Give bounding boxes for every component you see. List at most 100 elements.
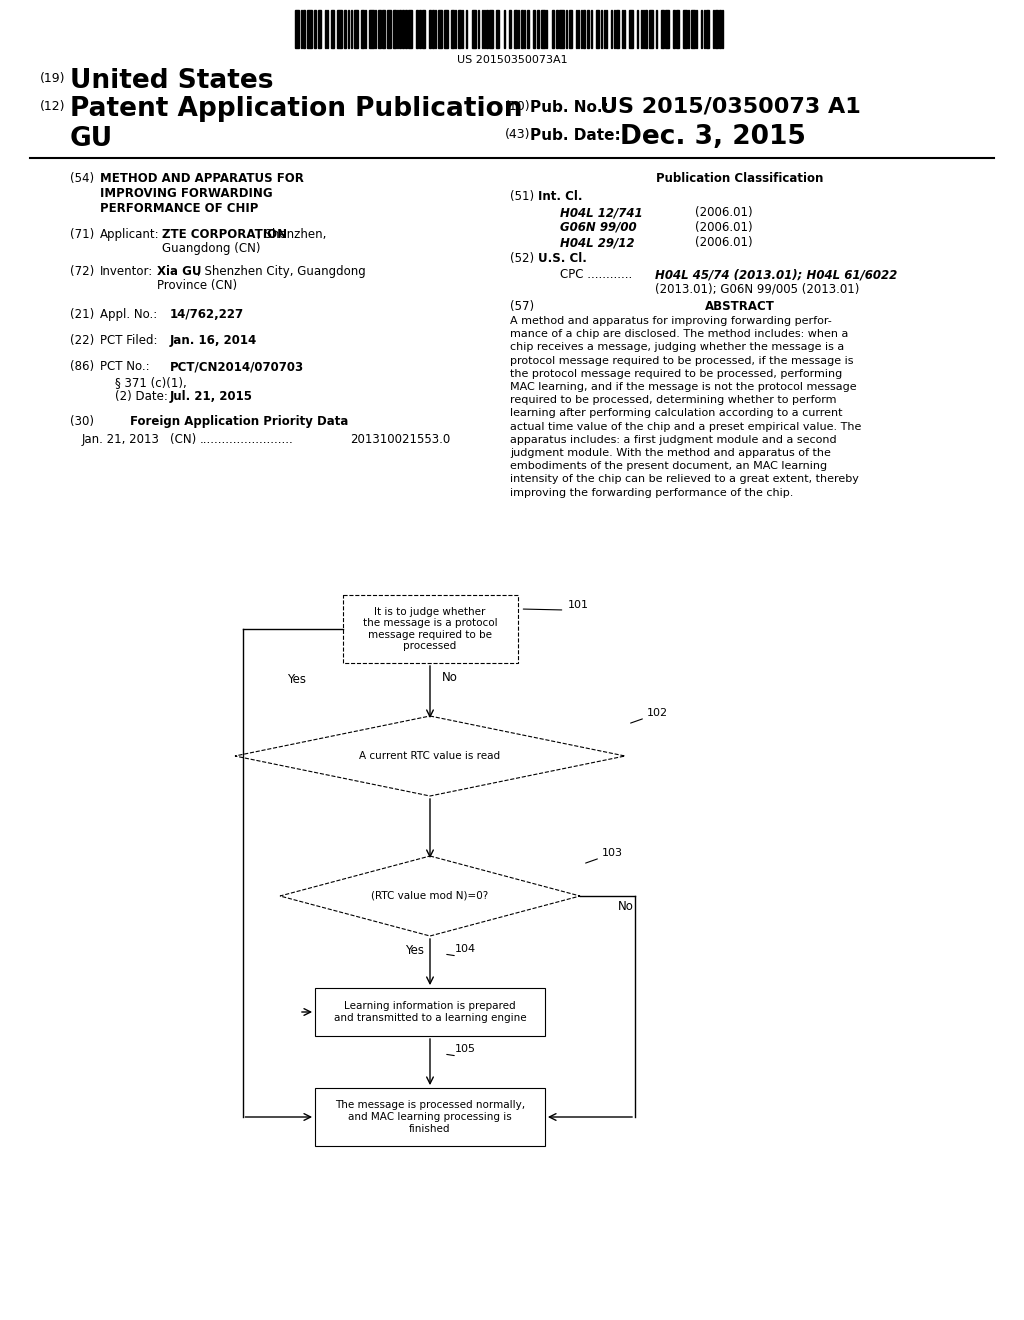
Bar bbox=[541, 11, 545, 48]
Bar bbox=[673, 11, 675, 48]
Text: (71): (71) bbox=[70, 228, 94, 242]
Text: (72): (72) bbox=[70, 265, 94, 279]
Text: Xia GU: Xia GU bbox=[157, 265, 202, 279]
Bar bbox=[596, 11, 599, 48]
Text: (2006.01): (2006.01) bbox=[695, 220, 753, 234]
Bar bbox=[301, 11, 302, 48]
Bar bbox=[637, 11, 638, 48]
Bar bbox=[401, 11, 403, 48]
Bar bbox=[630, 11, 633, 48]
Text: H04L 29/12: H04L 29/12 bbox=[560, 236, 635, 249]
Text: intensity of the chip can be relieved to a great extent, thereby: intensity of the chip can be relieved to… bbox=[510, 474, 859, 484]
Bar bbox=[462, 11, 463, 48]
Text: learning after performing calculation according to a current: learning after performing calculation ac… bbox=[510, 408, 843, 418]
Text: Pub. No.:: Pub. No.: bbox=[530, 100, 608, 115]
Text: (30): (30) bbox=[70, 414, 94, 428]
Bar bbox=[378, 11, 381, 48]
Bar bbox=[438, 11, 441, 48]
Text: (52): (52) bbox=[510, 252, 535, 265]
Bar bbox=[643, 11, 644, 48]
Text: Jul. 21, 2015: Jul. 21, 2015 bbox=[170, 389, 253, 403]
Text: Publication Classification: Publication Classification bbox=[656, 172, 823, 185]
Bar bbox=[435, 11, 436, 48]
Bar bbox=[478, 11, 479, 48]
Bar bbox=[496, 11, 500, 48]
Bar bbox=[420, 11, 421, 48]
Bar bbox=[504, 11, 505, 48]
Bar bbox=[604, 11, 605, 48]
Text: US 2015/0350073 A1: US 2015/0350073 A1 bbox=[600, 96, 861, 116]
Bar bbox=[614, 11, 615, 48]
Bar bbox=[455, 11, 456, 48]
Bar bbox=[700, 11, 701, 48]
Text: A current RTC value is read: A current RTC value is read bbox=[359, 751, 501, 762]
Text: CPC ............: CPC ............ bbox=[560, 268, 632, 281]
Text: METHOD AND APPARATUS FOR
IMPROVING FORWARDING
PERFORMANCE OF CHIP: METHOD AND APPARATUS FOR IMPROVING FORWA… bbox=[100, 172, 304, 215]
Bar bbox=[303, 11, 305, 48]
Bar bbox=[649, 11, 652, 48]
Text: (22): (22) bbox=[70, 334, 94, 347]
Text: Yes: Yes bbox=[288, 673, 306, 686]
Polygon shape bbox=[280, 855, 580, 936]
Text: .........................: ......................... bbox=[200, 433, 294, 446]
Text: 104: 104 bbox=[455, 944, 476, 954]
Bar bbox=[382, 11, 385, 48]
Text: Inventor:: Inventor: bbox=[100, 265, 154, 279]
Text: A method and apparatus for improving forwarding perfor-: A method and apparatus for improving for… bbox=[510, 315, 831, 326]
Bar bbox=[350, 11, 351, 48]
Text: Appl. No.:: Appl. No.: bbox=[100, 308, 158, 321]
Text: ZTE CORPORATION: ZTE CORPORATION bbox=[162, 228, 287, 242]
Text: § 371 (c)(1),: § 371 (c)(1), bbox=[115, 376, 186, 389]
Bar bbox=[579, 11, 580, 48]
Text: 103: 103 bbox=[602, 847, 623, 858]
Bar bbox=[591, 11, 592, 48]
Bar bbox=[546, 11, 547, 48]
Text: Foreign Application Priority Data: Foreign Application Priority Data bbox=[130, 414, 348, 428]
Bar bbox=[354, 11, 358, 48]
Bar bbox=[720, 11, 721, 48]
Bar bbox=[489, 11, 493, 48]
Bar bbox=[696, 11, 697, 48]
Bar bbox=[399, 11, 400, 48]
Bar bbox=[514, 11, 517, 48]
Bar bbox=[486, 11, 488, 48]
Bar bbox=[683, 11, 687, 48]
Text: Int. Cl.: Int. Cl. bbox=[538, 190, 583, 203]
Bar bbox=[688, 11, 689, 48]
Text: Guangdong (CN): Guangdong (CN) bbox=[162, 242, 260, 255]
Bar bbox=[443, 11, 449, 48]
Bar bbox=[660, 11, 664, 48]
Text: (51): (51) bbox=[510, 190, 535, 203]
Text: (2013.01); G06N 99/005 (2013.01): (2013.01); G06N 99/005 (2013.01) bbox=[655, 282, 859, 294]
Bar bbox=[375, 11, 376, 48]
Bar bbox=[459, 11, 461, 48]
Bar bbox=[577, 11, 578, 48]
Bar bbox=[337, 11, 342, 48]
Bar bbox=[422, 11, 425, 48]
Text: Yes: Yes bbox=[406, 944, 424, 957]
Bar bbox=[429, 11, 430, 48]
Text: the protocol message required to be processed, performing: the protocol message required to be proc… bbox=[510, 368, 843, 379]
Text: protocol message required to be processed, if the message is: protocol message required to be processe… bbox=[510, 355, 853, 366]
Bar bbox=[600, 11, 602, 48]
Text: , Shenzhen,: , Shenzhen, bbox=[257, 228, 327, 242]
Bar bbox=[472, 11, 476, 48]
Bar bbox=[583, 11, 585, 48]
Text: (2006.01): (2006.01) bbox=[695, 236, 753, 249]
Bar bbox=[566, 11, 567, 48]
Bar bbox=[587, 11, 590, 48]
Text: apparatus includes: a first judgment module and a second: apparatus includes: a first judgment mod… bbox=[510, 434, 837, 445]
Text: Patent Application Publication: Patent Application Publication bbox=[70, 96, 522, 121]
Bar bbox=[690, 11, 695, 48]
Text: Jan. 21, 2013: Jan. 21, 2013 bbox=[82, 433, 160, 446]
Text: Applicant:: Applicant: bbox=[100, 228, 160, 242]
Text: improving the forwarding performance of the chip.: improving the forwarding performance of … bbox=[510, 487, 794, 498]
Text: United States: United States bbox=[70, 69, 273, 94]
Text: Jan. 16, 2014: Jan. 16, 2014 bbox=[170, 334, 257, 347]
Bar bbox=[397, 11, 398, 48]
Text: G06N 99/00: G06N 99/00 bbox=[560, 220, 637, 234]
Bar bbox=[606, 11, 607, 48]
Bar bbox=[481, 11, 482, 48]
Bar bbox=[610, 11, 611, 48]
Text: Dec. 3, 2015: Dec. 3, 2015 bbox=[620, 124, 806, 150]
